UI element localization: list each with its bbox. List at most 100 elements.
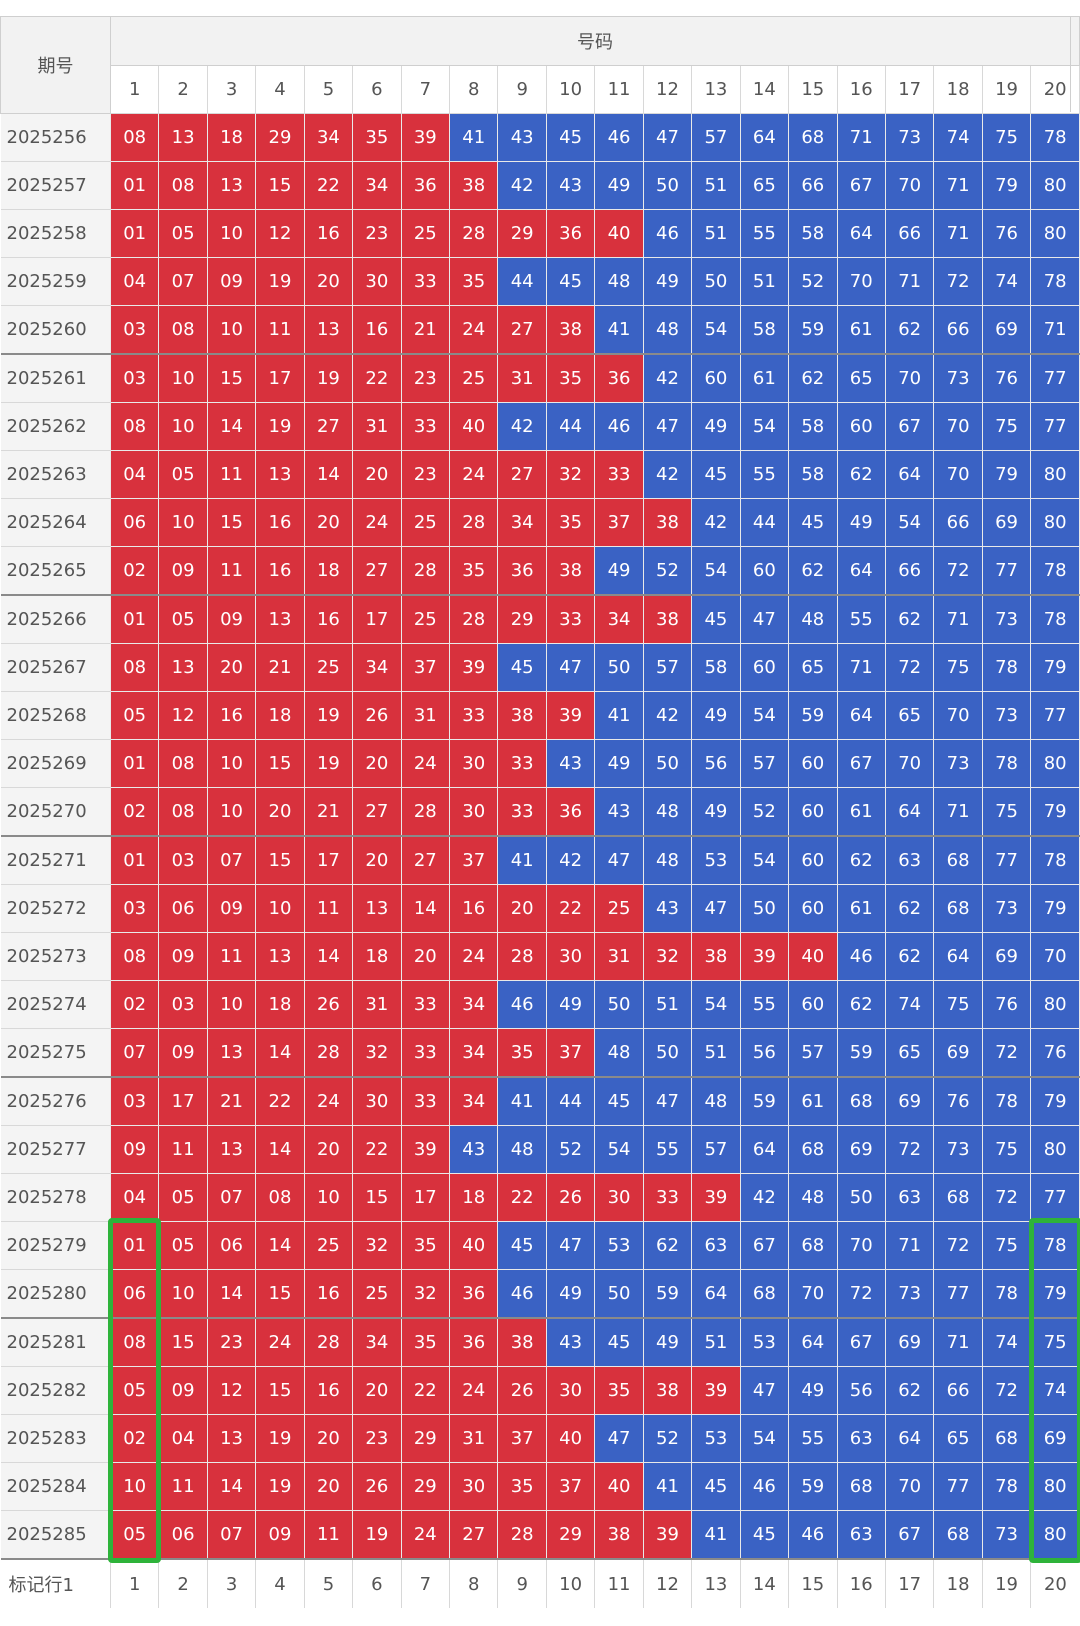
number-cell: 75: [933, 643, 983, 692]
column-header-11[interactable]: 11: [594, 65, 644, 114]
number-cell: 70: [933, 691, 983, 740]
number-cell: 72: [884, 1125, 935, 1174]
number-cell: 78: [1030, 113, 1080, 162]
number-cell: 45: [739, 1510, 790, 1560]
number-cell: 13: [255, 932, 305, 981]
number-cell: 47: [739, 1366, 790, 1415]
number-cell: 80: [1030, 1462, 1080, 1511]
number-cell: 10: [303, 1173, 354, 1222]
column-header-1[interactable]: 1: [109, 65, 160, 114]
column-header-10[interactable]: 10: [545, 65, 596, 114]
number-cell: 38: [691, 932, 741, 981]
number-cell: 29: [497, 594, 547, 644]
numbers-group-header[interactable]: 号码: [109, 16, 1080, 66]
number-cell: 73: [981, 691, 1032, 740]
marker-cell-5[interactable]: 5: [303, 1558, 353, 1608]
column-header-20[interactable]: 20: [1030, 65, 1080, 114]
number-cell: 19: [255, 1414, 305, 1463]
marker-cell-13[interactable]: 13: [691, 1558, 741, 1608]
number-cell: 44: [545, 402, 596, 451]
number-cell: 36: [497, 546, 547, 596]
number-cell: 49: [691, 787, 741, 837]
number-cell: 67: [884, 1510, 935, 1560]
column-header-12[interactable]: 12: [642, 65, 693, 114]
marker-cell-15[interactable]: 15: [788, 1558, 838, 1608]
number-cell: 02: [109, 546, 160, 596]
column-header-13[interactable]: 13: [691, 65, 741, 114]
marker-cell-19[interactable]: 19: [981, 1558, 1031, 1608]
marker-cell-9[interactable]: 9: [497, 1558, 547, 1608]
column-header-17[interactable]: 17: [884, 65, 935, 114]
number-cell: 05: [109, 691, 160, 740]
column-header-18[interactable]: 18: [933, 65, 983, 114]
number-cell: 64: [836, 209, 886, 258]
number-cell: 45: [497, 1221, 547, 1270]
number-cell: 70: [836, 257, 886, 306]
column-header-4[interactable]: 4: [255, 65, 305, 114]
number-cell: 65: [836, 353, 886, 403]
column-header-5[interactable]: 5: [303, 65, 354, 114]
number-cell: 80: [1030, 161, 1080, 210]
marker-cell-14[interactable]: 14: [739, 1558, 789, 1608]
number-cell: 28: [449, 209, 499, 258]
column-header-3[interactable]: 3: [206, 65, 257, 114]
number-cell: 14: [206, 1462, 257, 1511]
number-cell: 78: [1030, 257, 1080, 306]
number-cell: 64: [933, 932, 983, 981]
column-header-6[interactable]: 6: [352, 65, 402, 114]
number-cell: 79: [1030, 1076, 1080, 1126]
number-cell: 47: [545, 1221, 596, 1270]
column-header-7[interactable]: 7: [400, 65, 451, 114]
number-cell: 29: [400, 1462, 451, 1511]
marker-cell-10[interactable]: 10: [545, 1558, 595, 1608]
number-cell: 11: [303, 1510, 354, 1560]
number-cell: 31: [352, 980, 402, 1029]
number-cell: 20: [497, 884, 547, 933]
number-cell: 49: [594, 161, 644, 210]
column-header-8[interactable]: 8: [449, 65, 499, 114]
number-cell: 58: [788, 450, 838, 499]
number-cell: 09: [206, 594, 257, 644]
number-cell: 13: [206, 1125, 257, 1174]
number-cell: 25: [400, 498, 451, 547]
marker-cell-1[interactable]: 1: [109, 1558, 159, 1608]
number-cell: 27: [352, 787, 402, 837]
marker-cell-3[interactable]: 3: [206, 1558, 256, 1608]
marker-cell-8[interactable]: 8: [449, 1558, 498, 1608]
marker-cell-2[interactable]: 2: [158, 1558, 208, 1608]
number-cell: 78: [981, 643, 1032, 692]
column-header-14[interactable]: 14: [739, 65, 790, 114]
marker-cell-17[interactable]: 17: [884, 1558, 934, 1608]
number-cell: 68: [836, 1076, 886, 1126]
number-cell: 10: [206, 787, 257, 837]
marker-cell-12[interactable]: 12: [642, 1558, 692, 1608]
marker-cell-6[interactable]: 6: [352, 1558, 402, 1608]
marker-cell-11[interactable]: 11: [594, 1558, 644, 1608]
number-cell: 20: [352, 835, 402, 885]
number-cell: 72: [981, 1366, 1032, 1415]
number-cell: 13: [303, 305, 354, 355]
column-header-16[interactable]: 16: [836, 65, 886, 114]
number-cell: 52: [545, 1125, 596, 1174]
marker-cell-18[interactable]: 18: [933, 1558, 983, 1608]
column-header-19[interactable]: 19: [981, 65, 1032, 114]
issue-number: 2025264: [0, 498, 111, 547]
marker-cell-7[interactable]: 7: [400, 1558, 450, 1608]
number-cell: 63: [884, 835, 935, 885]
column-header-2[interactable]: 2: [158, 65, 208, 114]
marker-cell-16[interactable]: 16: [836, 1558, 886, 1608]
number-cell: 49: [545, 980, 596, 1029]
number-cell: 39: [400, 113, 451, 162]
issue-column-header[interactable]: 期号: [0, 16, 111, 114]
number-cell: 30: [545, 1366, 596, 1415]
number-cell: 79: [981, 161, 1032, 210]
marker-cell-20[interactable]: 20: [1030, 1558, 1080, 1608]
number-cell: 46: [642, 209, 693, 258]
marker-cell-4[interactable]: 4: [255, 1558, 305, 1608]
number-cell: 06: [109, 498, 160, 547]
number-cell: 39: [400, 1125, 451, 1174]
column-header-9[interactable]: 9: [497, 65, 547, 114]
column-header-15[interactable]: 15: [788, 65, 838, 114]
number-cell: 08: [109, 113, 160, 162]
number-cell: 45: [545, 257, 596, 306]
